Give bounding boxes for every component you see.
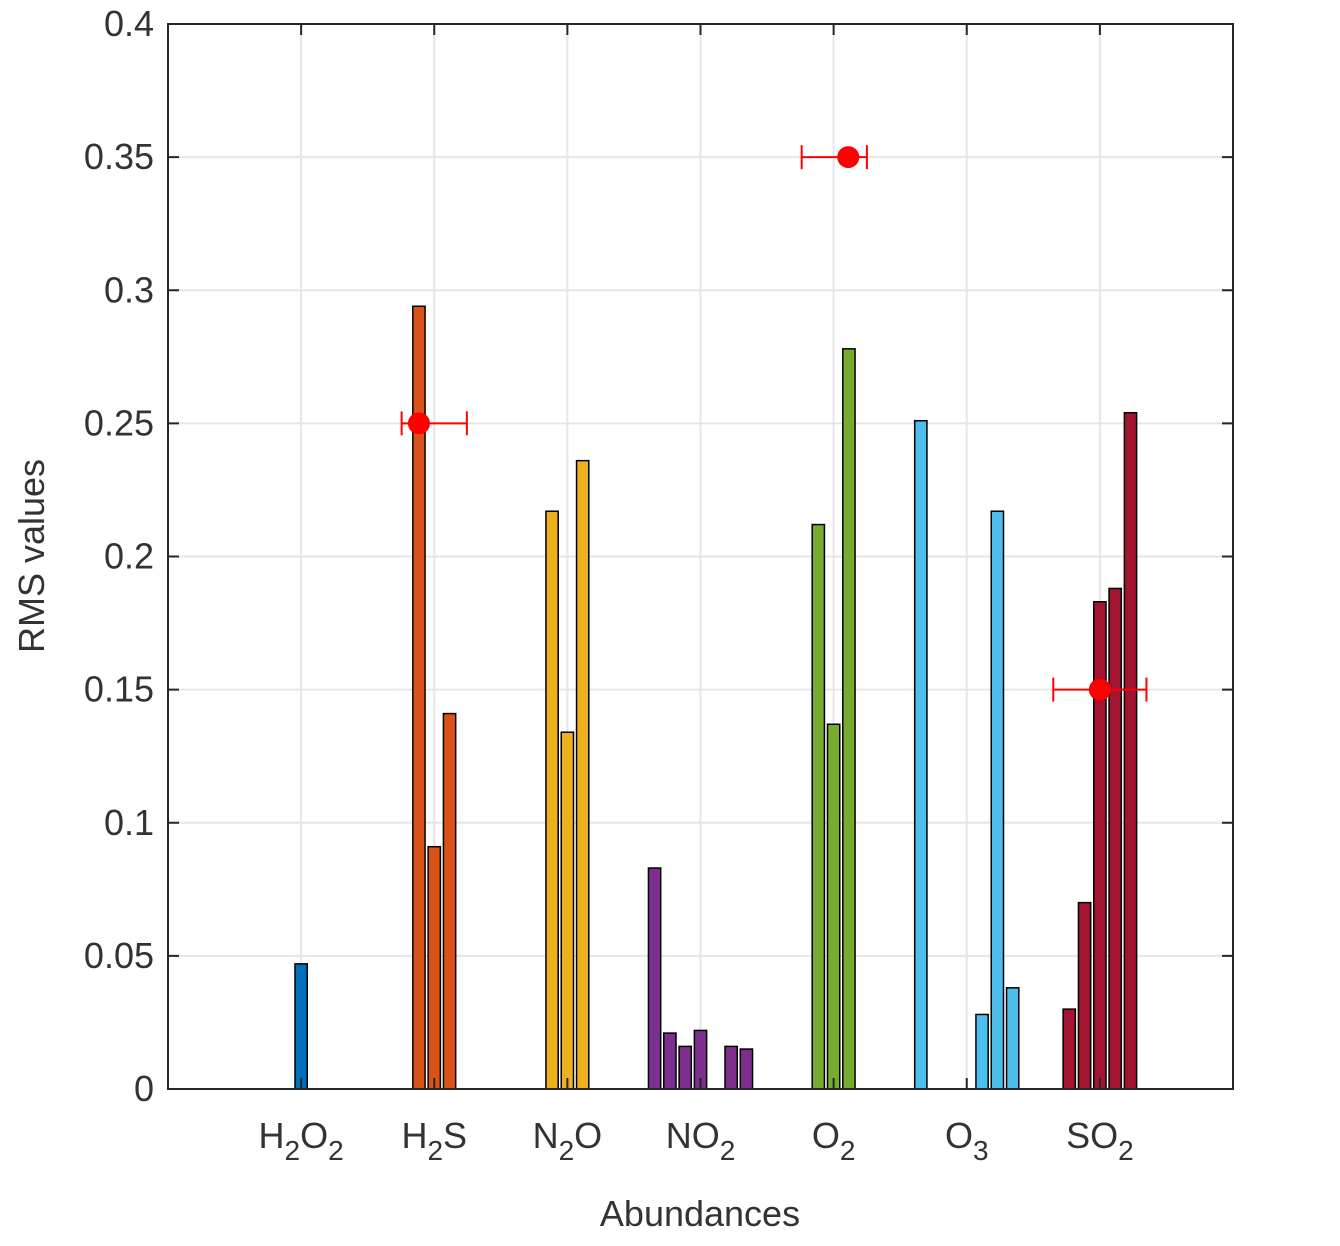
- label-run: 2: [559, 1135, 575, 1166]
- error-point: [407, 412, 430, 435]
- label-run: 3: [973, 1135, 989, 1166]
- label-run: 2: [1118, 1135, 1134, 1166]
- bar: [811, 523, 826, 1090]
- label-run: O: [574, 1115, 602, 1156]
- bar: [990, 510, 1005, 1090]
- y-tick-label: 0.2: [104, 536, 154, 577]
- label-run: NO: [666, 1115, 720, 1156]
- error-point: [1088, 678, 1111, 701]
- bar: [545, 510, 559, 1090]
- x-tick-label: O2: [812, 1115, 856, 1166]
- x-tick-label: O3: [945, 1115, 989, 1166]
- label-run: 2: [285, 1135, 301, 1166]
- bar: [1062, 1008, 1077, 1090]
- label-run: O: [812, 1115, 840, 1156]
- label-run: 2: [840, 1135, 856, 1166]
- bar: [560, 731, 575, 1090]
- bar: [724, 1045, 738, 1090]
- y-tick-label: 0.05: [84, 935, 154, 976]
- bar: [294, 963, 308, 1090]
- x-tick-label: NO2: [666, 1115, 736, 1166]
- bar: [913, 419, 928, 1090]
- bar: [1123, 411, 1138, 1090]
- x-tick-label: H2S: [401, 1115, 467, 1166]
- label-run: 2: [427, 1135, 443, 1166]
- label-run: N: [533, 1115, 559, 1156]
- label-run: H: [259, 1115, 285, 1156]
- bar: [1093, 601, 1107, 1090]
- y-tick-label: 0.1: [104, 802, 154, 843]
- bar: [442, 712, 457, 1090]
- label-run: O: [945, 1115, 973, 1156]
- y-tick-label: 0.35: [84, 136, 154, 177]
- bar: [575, 459, 590, 1090]
- x-tick-label: H2O2: [259, 1115, 344, 1166]
- label-run: H: [401, 1115, 427, 1156]
- x-tick-label: SO2: [1066, 1115, 1134, 1166]
- label-run: 2: [720, 1135, 736, 1166]
- label-run: 2: [328, 1135, 344, 1166]
- y-tick-label: 0.25: [84, 402, 154, 443]
- label-run: S: [443, 1115, 467, 1156]
- y-tick-label: 0.4: [104, 3, 154, 44]
- x-axis-label: Abundances: [600, 1193, 800, 1234]
- bar: [842, 348, 856, 1090]
- bar: [647, 867, 662, 1090]
- bar: [1108, 587, 1123, 1090]
- bar: [678, 1045, 693, 1090]
- bar: [975, 1013, 989, 1090]
- bar: [739, 1048, 754, 1090]
- bar: [663, 1032, 677, 1090]
- bar: [1077, 901, 1092, 1090]
- y-tick-label: 0.15: [84, 669, 154, 710]
- x-tick-label: N2O: [533, 1115, 603, 1166]
- bar: [826, 723, 841, 1090]
- y-tick-label: 0.3: [104, 269, 154, 310]
- error-point: [837, 146, 860, 169]
- bar: [1005, 987, 1020, 1090]
- label-run: O: [300, 1115, 328, 1156]
- y-axis-label: RMS values: [11, 459, 52, 653]
- label-run: SO: [1066, 1115, 1118, 1156]
- y-tick-label: 0: [134, 1068, 154, 1109]
- bar: [427, 845, 442, 1090]
